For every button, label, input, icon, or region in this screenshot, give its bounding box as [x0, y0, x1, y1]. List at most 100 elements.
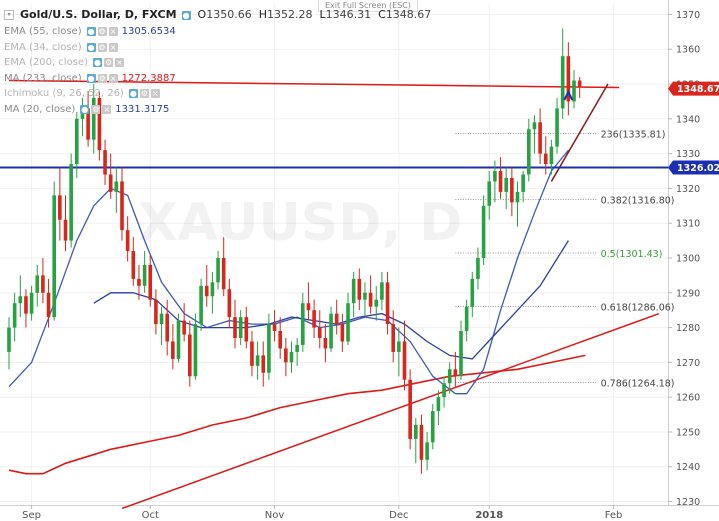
close-icon[interactable]: ×: [150, 89, 160, 99]
candle-body[interactable]: [154, 299, 158, 325]
candle-body[interactable]: [250, 341, 254, 366]
candle-body[interactable]: [329, 313, 333, 349]
candle-body[interactable]: [148, 264, 153, 300]
candle-body[interactable]: [447, 369, 452, 384]
candle-body[interactable]: [414, 424, 418, 439]
candle-body[interactable]: [549, 146, 554, 165]
eye-icon[interactable]: ●: [181, 10, 191, 20]
candle-body[interactable]: [532, 122, 537, 130]
close-icon[interactable]: ×: [108, 73, 118, 83]
candle-body[interactable]: [363, 292, 367, 300]
candle-body[interactable]: [306, 303, 311, 311]
candle-body[interactable]: [566, 56, 571, 102]
candle-body[interactable]: [430, 411, 435, 443]
candle-body[interactable]: [255, 355, 260, 366]
candle-body[interactable]: [334, 313, 339, 325]
candle-body[interactable]: [199, 285, 203, 325]
candle-body[interactable]: [504, 177, 508, 192]
candle-body[interactable]: [272, 324, 277, 332]
candle-body[interactable]: [538, 122, 542, 154]
candle-body[interactable]: [165, 313, 169, 342]
close-icon[interactable]: ×: [108, 42, 118, 52]
candle-body[interactable]: [453, 369, 458, 377]
eye-icon[interactable]: ●: [86, 42, 96, 52]
candle-body[interactable]: [103, 150, 107, 175]
candle-body[interactable]: [108, 174, 113, 192]
candle-body[interactable]: [221, 257, 226, 290]
candle-body[interactable]: [261, 355, 266, 373]
eye-icon[interactable]: ●: [86, 73, 96, 83]
indicator-row[interactable]: EMA (55, close) ● ⚙ × 1305.6534: [4, 24, 431, 40]
candle-body[interactable]: [476, 257, 480, 279]
candle-body[interactable]: [436, 397, 441, 412]
candle-body[interactable]: [46, 292, 51, 318]
candle-body[interactable]: [142, 264, 147, 286]
close-icon[interactable]: ×: [114, 58, 124, 68]
candle-body[interactable]: [368, 292, 373, 307]
candle-body[interactable]: [470, 278, 475, 307]
channel-trendline[interactable]: [550, 83, 609, 182]
symbol-collapse-icon[interactable]: ▾: [4, 10, 14, 20]
candle-body[interactable]: [560, 56, 565, 109]
ascending-trendline[interactable]: [121, 312, 660, 510]
candle-body[interactable]: [188, 334, 192, 377]
candle-body[interactable]: [481, 205, 486, 258]
candle-body[interactable]: [493, 171, 497, 182]
candle-body[interactable]: [487, 181, 492, 206]
candle-body[interactable]: [210, 282, 215, 297]
candle-body[interactable]: [442, 383, 446, 398]
candle-body[interactable]: [577, 80, 582, 88]
candle-body[interactable]: [425, 442, 429, 460]
indicator-row[interactable]: MA (233, close) ● ⚙ × 1272.3887: [4, 71, 431, 87]
candle-body[interactable]: [227, 289, 232, 318]
candle-body[interactable]: [91, 97, 96, 140]
candle-body[interactable]: [75, 118, 79, 165]
candle-body[interactable]: [278, 331, 282, 349]
candle-body[interactable]: [12, 303, 17, 328]
candle-body[interactable]: [125, 230, 130, 252]
gear-icon[interactable]: ⚙: [91, 104, 101, 114]
indicator-row[interactable]: EMA (200, close) ● ⚙ ×: [4, 55, 431, 71]
candle-body[interactable]: [408, 379, 412, 439]
indicator-row[interactable]: Ichimoku (9, 26, 52, 26) ● ⚙ ×: [4, 86, 431, 102]
candle-body[interactable]: [238, 317, 243, 338]
candle-body[interactable]: [120, 181, 124, 231]
candle-body[interactable]: [555, 108, 559, 147]
candle-body[interactable]: [131, 251, 136, 279]
candle-body[interactable]: [176, 320, 181, 359]
candle-body[interactable]: [137, 278, 141, 286]
eye-icon[interactable]: ●: [92, 58, 102, 68]
gear-icon[interactable]: ⚙: [139, 89, 149, 99]
candle-body[interactable]: [97, 97, 102, 151]
candle-body[interactable]: [69, 164, 73, 241]
candle-body[interactable]: [543, 153, 548, 165]
candle-body[interactable]: [204, 285, 209, 297]
candle-body[interactable]: [312, 310, 316, 328]
candle-body[interactable]: [397, 341, 401, 352]
close-icon[interactable]: ×: [102, 104, 112, 114]
gear-icon[interactable]: ⚙: [97, 27, 107, 37]
eye-icon[interactable]: ●: [128, 89, 138, 99]
candle-body[interactable]: [193, 324, 198, 377]
candle-body[interactable]: [510, 177, 514, 203]
candle-body[interactable]: [301, 303, 305, 345]
candle-body[interactable]: [521, 174, 525, 192]
candle-body[interactable]: [35, 275, 40, 293]
candle-body[interactable]: [317, 327, 322, 338]
candle-body[interactable]: [459, 331, 463, 377]
candle-body[interactable]: [464, 306, 469, 332]
candle-body[interactable]: [267, 324, 271, 373]
candle-body[interactable]: [385, 282, 390, 325]
candle-body[interactable]: [244, 317, 249, 342]
candle-body[interactable]: [295, 344, 299, 352]
candle-body[interactable]: [86, 108, 90, 140]
candle-body[interactable]: [7, 327, 11, 352]
eye-icon[interactable]: ●: [80, 104, 90, 114]
candle-body[interactable]: [41, 275, 45, 293]
candle-body[interactable]: [58, 195, 62, 220]
candle-body[interactable]: [374, 299, 379, 307]
candle-body[interactable]: [18, 296, 23, 304]
candle-body[interactable]: [346, 303, 350, 342]
candle-body[interactable]: [289, 351, 294, 363]
candle-body[interactable]: [380, 282, 384, 300]
